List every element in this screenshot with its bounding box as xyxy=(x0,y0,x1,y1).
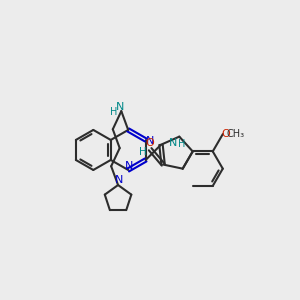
Text: O: O xyxy=(146,138,154,148)
Text: N: N xyxy=(125,161,133,171)
Text: N: N xyxy=(169,138,177,148)
Text: H: H xyxy=(110,107,117,117)
Text: H: H xyxy=(139,146,147,157)
Text: H: H xyxy=(178,139,185,148)
Text: N: N xyxy=(146,136,154,146)
Text: N: N xyxy=(116,102,124,112)
Text: O: O xyxy=(222,129,230,139)
Text: N: N xyxy=(115,176,123,185)
Text: CH₃: CH₃ xyxy=(226,129,244,139)
